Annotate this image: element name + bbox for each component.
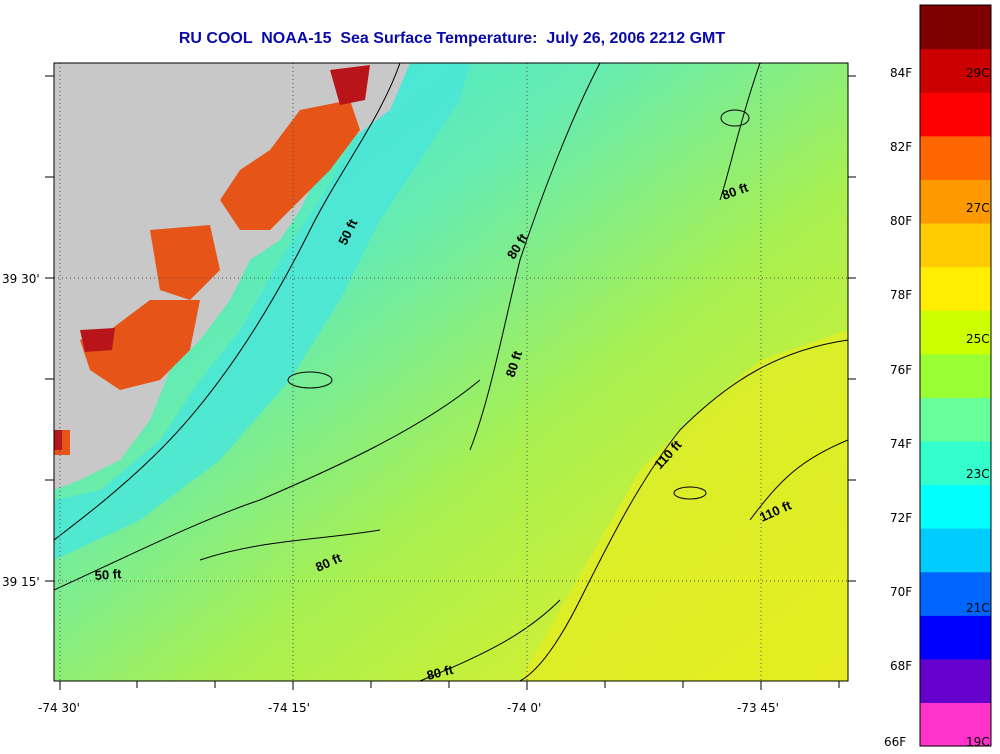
x-tick-label: -73 45' bbox=[737, 701, 779, 715]
plot-frame bbox=[53, 62, 849, 682]
colorbar-segment bbox=[920, 48, 991, 93]
colorbar-segment bbox=[920, 658, 991, 704]
contour-label: 80 ft bbox=[425, 662, 455, 683]
x-tick-label: -74 15' bbox=[268, 701, 310, 715]
colorbar-c-label: 21C bbox=[966, 601, 990, 615]
colorbar-f-label: 74F bbox=[890, 437, 912, 451]
colorbar-segment bbox=[920, 571, 991, 616]
grid-lines bbox=[54, 63, 848, 681]
nearshore-warm-pixels bbox=[54, 100, 360, 455]
x-tick-label: -74 0' bbox=[507, 701, 541, 715]
colorbar-strip bbox=[920, 5, 991, 747]
colorbar-c-label: 25C bbox=[966, 332, 990, 346]
colorbar-f-label: 66F bbox=[884, 735, 906, 749]
colorbar-c-label: 23C bbox=[966, 467, 990, 481]
map-title: RU COOL NOAA-15 Sea Surface Temperature:… bbox=[178, 30, 726, 47]
y-tick-label: 39 30' bbox=[2, 272, 40, 286]
colorbar-f-label: 82F bbox=[890, 140, 912, 154]
colorbar-f-label: 84F bbox=[890, 66, 912, 80]
colorbar-f-label: 68F bbox=[890, 659, 912, 673]
colorbar-f-label: 70F bbox=[890, 585, 912, 599]
colorbar-segment bbox=[920, 310, 991, 355]
colorbar-segment bbox=[920, 615, 991, 660]
colorbar-segment bbox=[920, 484, 991, 529]
isobath-contours bbox=[54, 63, 848, 681]
colorbar-segment bbox=[920, 222, 991, 268]
colorbar-segment bbox=[920, 135, 991, 180]
sst-map: -74 30' -74 15' -74 0' -73 45' 39 30' 39… bbox=[2, 62, 856, 715]
colorbar-segment bbox=[920, 702, 991, 747]
colorbar-segment bbox=[920, 179, 991, 224]
colorbar-segment bbox=[920, 92, 991, 137]
colorbar-f-label: 78F bbox=[890, 288, 912, 302]
colorbar-segment bbox=[920, 440, 991, 486]
colorbar-segment bbox=[920, 266, 991, 311]
colorbar-c-label: 27C bbox=[966, 201, 990, 215]
colorbar-segment bbox=[920, 5, 991, 50]
colorbar-f-label: 76F bbox=[890, 363, 912, 377]
y-tick-label: 39 15' bbox=[2, 575, 40, 589]
x-tick-label: -74 30' bbox=[38, 701, 80, 715]
colorbar-frame bbox=[919, 4, 992, 747]
offshore-warm-area bbox=[520, 330, 848, 681]
tick-marks bbox=[45, 75, 856, 690]
contour-label: 50 ft bbox=[94, 566, 122, 583]
colorbar-f-label: 80F bbox=[890, 214, 912, 228]
colorbar-segment bbox=[920, 528, 991, 573]
colorbar-c-label: 19C bbox=[966, 735, 990, 749]
colorbar-c-label: 29C bbox=[966, 66, 990, 80]
colorbar-segment bbox=[920, 353, 991, 398]
colorbar-f-label: 72F bbox=[890, 511, 912, 525]
coastal-cool-band bbox=[54, 63, 470, 560]
colorbar-segment bbox=[920, 397, 991, 442]
